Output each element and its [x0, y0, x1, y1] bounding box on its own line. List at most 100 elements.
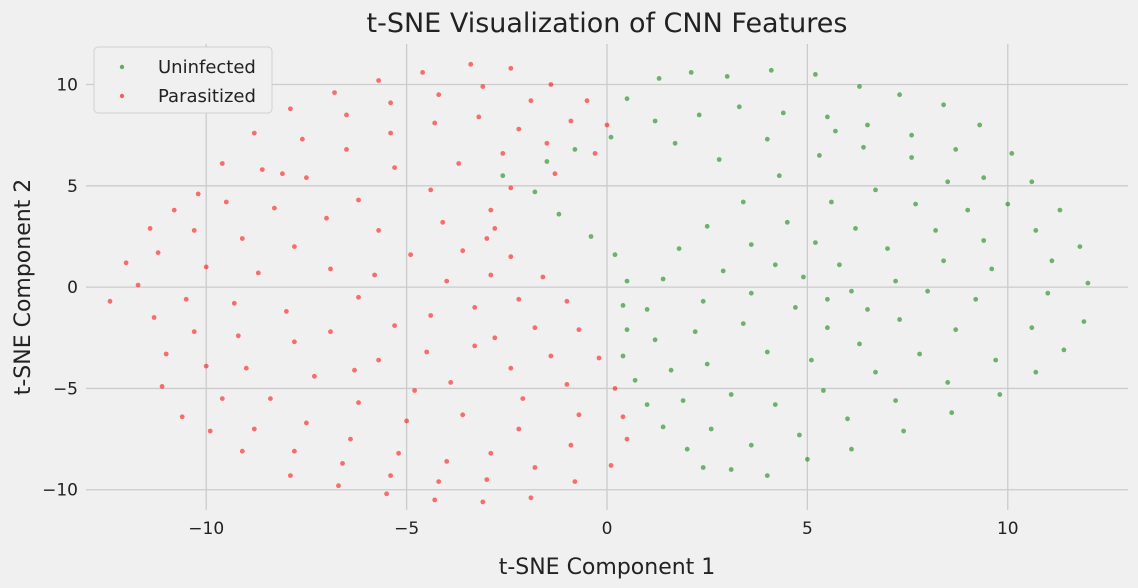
data-point [564, 382, 570, 387]
data-point [492, 335, 498, 341]
data-point [797, 432, 802, 438]
data-point [644, 307, 650, 312]
data-point [897, 317, 902, 322]
data-point [255, 270, 261, 276]
data-point [472, 343, 478, 349]
data-point [901, 428, 906, 434]
data-point [784, 219, 790, 225]
legend-marker-uninfected [119, 64, 125, 70]
data-point [612, 386, 618, 391]
legend-label-uninfected: Uninfected [158, 57, 256, 78]
data-point [123, 260, 129, 266]
data-point [728, 392, 734, 397]
data-point [1005, 201, 1011, 207]
data-point [913, 201, 918, 207]
data-point [432, 497, 438, 503]
data-point [953, 327, 959, 333]
data-point [163, 351, 169, 357]
data-point [588, 234, 594, 239]
data-point [684, 446, 690, 452]
data-point [728, 467, 734, 472]
data-point [793, 305, 798, 310]
data-point [328, 266, 333, 272]
data-point [520, 396, 526, 401]
data-point [1045, 290, 1051, 296]
data-point [1009, 151, 1015, 156]
data-point [460, 248, 466, 254]
data-point [472, 305, 478, 310]
data-point [484, 477, 490, 482]
data-point [865, 307, 870, 312]
data-point [147, 226, 153, 231]
data-point [288, 473, 293, 478]
data-point [436, 479, 442, 484]
data-point [849, 446, 854, 452]
data-point [203, 363, 209, 369]
data-point [624, 327, 630, 333]
data-point [861, 144, 866, 150]
data-point [813, 72, 818, 77]
data-point [548, 82, 554, 87]
data-point [873, 187, 878, 193]
data-point [528, 98, 534, 104]
data-point [893, 278, 898, 284]
data-point [304, 420, 309, 426]
data-point [829, 199, 834, 205]
data-point [925, 288, 930, 294]
data-point [584, 98, 590, 104]
data-point [772, 262, 778, 268]
data-point [949, 410, 955, 416]
data-point [576, 412, 582, 418]
data-point [388, 100, 393, 106]
data-point [344, 147, 349, 152]
data-point [340, 461, 345, 466]
data-point [748, 242, 754, 248]
data-point [740, 199, 746, 205]
data-points [107, 61, 1091, 505]
data-point [480, 84, 486, 89]
data-point [456, 161, 462, 166]
data-point [424, 349, 430, 355]
data-point [219, 396, 225, 401]
data-point [716, 157, 722, 162]
data-point [516, 126, 522, 132]
data-point [572, 147, 578, 152]
data-point [376, 357, 381, 363]
data-point [624, 96, 630, 102]
data-point [508, 185, 514, 191]
data-point [251, 426, 257, 432]
data-point [412, 388, 417, 393]
data-point [849, 288, 854, 294]
y-tick-label: 10 [56, 76, 78, 96]
y-tick-label: −10 [42, 481, 78, 501]
grid-lines [86, 44, 1128, 510]
data-point [484, 236, 490, 241]
data-point [704, 361, 710, 367]
data-point [768, 67, 774, 73]
data-point [724, 74, 730, 79]
data-point [239, 448, 245, 454]
data-point [300, 136, 305, 142]
data-point [953, 147, 959, 152]
data-point [1033, 369, 1039, 375]
data-point [251, 130, 257, 136]
data-point [941, 102, 946, 108]
data-point [235, 333, 241, 339]
y-tick-label: 0 [67, 278, 78, 298]
data-point [239, 236, 245, 241]
data-point [676, 246, 682, 252]
data-point [989, 266, 995, 272]
legend-marker-parasitized [119, 93, 125, 99]
data-point [780, 110, 786, 116]
y-tick-label: −5 [53, 379, 78, 399]
data-point [516, 296, 522, 302]
data-point [813, 240, 818, 246]
data-point [837, 262, 842, 268]
data-point [1049, 258, 1055, 264]
data-point [692, 329, 698, 335]
data-point [1077, 244, 1083, 250]
chart-title: t-SNE Visualization of CNN Features [367, 8, 848, 39]
data-point [151, 315, 157, 320]
y-axis-label: t-SNE Component 2 [11, 179, 36, 396]
